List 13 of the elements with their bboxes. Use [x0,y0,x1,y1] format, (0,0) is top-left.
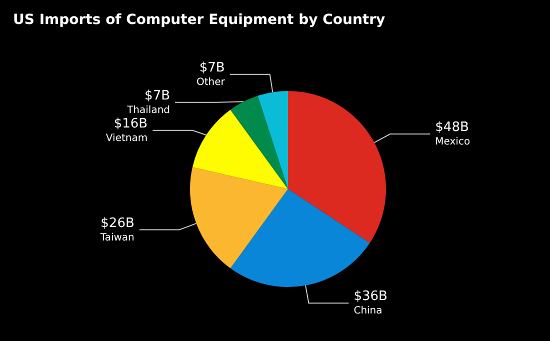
slice-label: Other [196,76,226,88]
slice-label: Thailand [126,104,170,116]
data-label: $7B [144,88,170,104]
slice-label: China [354,306,382,317]
chart-title: US Imports of Computer Equipment by Country [13,12,386,28]
data-label: $36B [354,289,388,304]
slice-label: Taiwan [99,232,134,244]
data-label: $48B [435,120,469,136]
slice-label: Vietnam [106,132,148,144]
data-label: $7B [199,60,225,76]
data-label: $26B [100,216,134,231]
data-label: $16B [114,116,148,132]
slice-label: Mexico [435,136,470,148]
